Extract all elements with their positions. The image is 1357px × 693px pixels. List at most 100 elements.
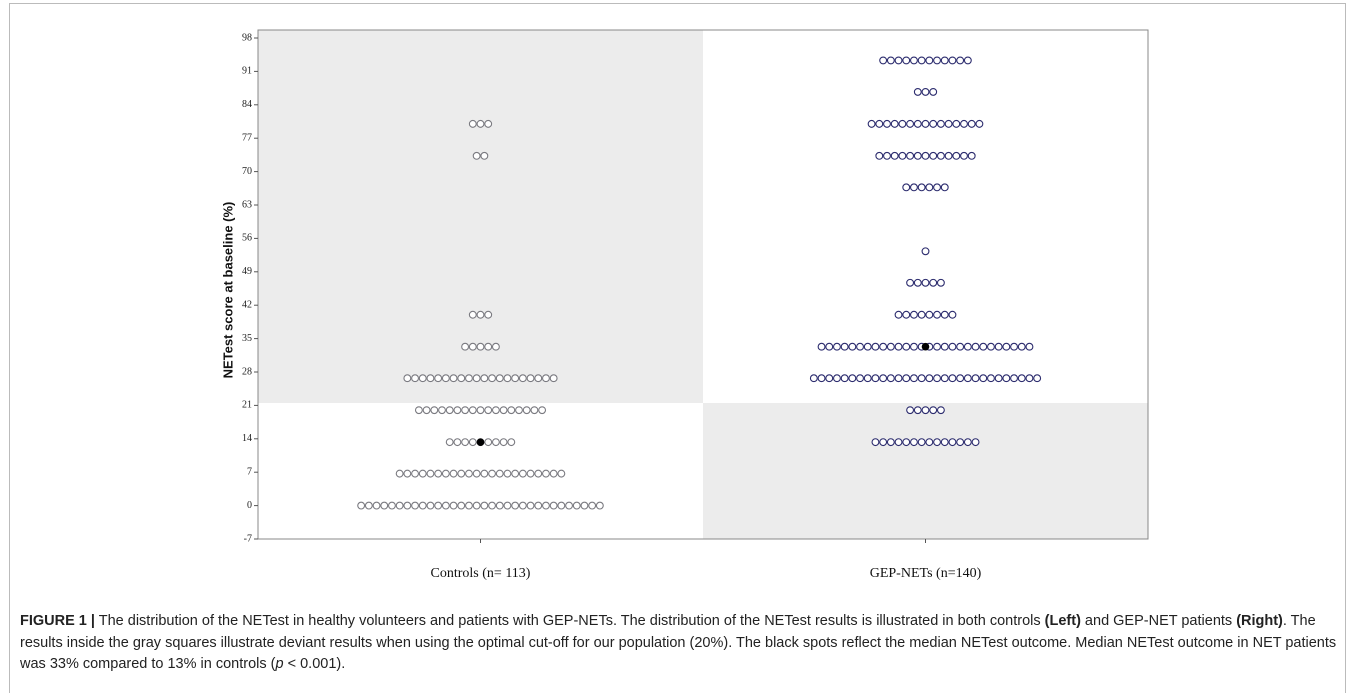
dot bbox=[461, 438, 470, 447]
dot bbox=[963, 342, 972, 351]
dot bbox=[422, 406, 431, 415]
dot bbox=[886, 374, 895, 383]
dot bbox=[457, 501, 466, 510]
dot bbox=[549, 501, 558, 510]
dot bbox=[403, 374, 412, 383]
dot bbox=[461, 342, 470, 351]
dot bbox=[940, 56, 949, 65]
dot bbox=[948, 374, 957, 383]
dot bbox=[411, 374, 419, 383]
dot bbox=[403, 469, 412, 478]
dot bbox=[380, 501, 389, 510]
dot bbox=[572, 501, 581, 510]
dot bbox=[511, 374, 520, 383]
dot bbox=[557, 469, 566, 478]
dot bbox=[867, 119, 876, 128]
dot bbox=[488, 469, 496, 478]
dot bbox=[441, 501, 450, 510]
plot-frame bbox=[257, 29, 1149, 540]
dot bbox=[484, 342, 493, 351]
dot bbox=[472, 151, 481, 160]
dot bbox=[541, 469, 550, 478]
caption-text: p bbox=[275, 656, 284, 672]
caption-text: FIGURE 1 | bbox=[20, 613, 95, 629]
dot bbox=[971, 342, 980, 351]
dot bbox=[848, 374, 857, 383]
dot bbox=[913, 119, 922, 128]
dot bbox=[480, 374, 489, 383]
dot bbox=[364, 501, 373, 510]
dot bbox=[956, 56, 965, 65]
dot bbox=[491, 342, 500, 351]
shaded-region bbox=[703, 403, 1148, 539]
dot bbox=[395, 501, 404, 510]
dot bbox=[948, 56, 957, 65]
dot bbox=[357, 501, 366, 510]
dot bbox=[468, 406, 477, 415]
dot bbox=[913, 151, 922, 160]
dot bbox=[840, 374, 849, 383]
dot bbox=[913, 278, 922, 287]
y-tick-label: 35 bbox=[242, 333, 252, 344]
dot bbox=[929, 151, 938, 160]
dot bbox=[484, 438, 493, 447]
dot bbox=[1010, 342, 1018, 351]
median-dot bbox=[921, 342, 930, 351]
dot bbox=[886, 438, 895, 447]
y-tick-label: 77 bbox=[242, 132, 252, 143]
dot bbox=[588, 501, 597, 510]
dot bbox=[898, 151, 907, 160]
dot bbox=[503, 374, 512, 383]
dot bbox=[883, 119, 891, 128]
dot bbox=[863, 374, 872, 383]
dot bbox=[879, 56, 888, 65]
caption-text: (Right) bbox=[1236, 613, 1283, 629]
dot bbox=[944, 119, 953, 128]
y-tick-label: 42 bbox=[242, 299, 252, 310]
dot bbox=[921, 119, 930, 128]
dot bbox=[890, 151, 899, 160]
dot bbox=[956, 438, 965, 447]
dot bbox=[963, 374, 972, 383]
dot bbox=[480, 501, 489, 510]
dot bbox=[917, 183, 926, 192]
dot bbox=[879, 342, 888, 351]
dot bbox=[917, 56, 926, 65]
y-tick-label: 14 bbox=[242, 433, 252, 444]
dot bbox=[906, 119, 915, 128]
y-tick-label: 56 bbox=[242, 233, 252, 244]
dot bbox=[453, 406, 462, 415]
dot bbox=[595, 501, 604, 510]
dot bbox=[472, 469, 481, 478]
dot bbox=[921, 247, 930, 256]
dot bbox=[1017, 342, 1026, 351]
dot bbox=[994, 374, 1003, 383]
caption: FIGURE 1 | The distribution of the NETes… bbox=[20, 611, 1342, 676]
y-tick-label: 91 bbox=[242, 66, 252, 77]
dot bbox=[967, 151, 976, 160]
dot bbox=[909, 374, 918, 383]
dot bbox=[515, 406, 523, 415]
dot bbox=[894, 374, 903, 383]
dot bbox=[461, 406, 470, 415]
dot bbox=[526, 501, 535, 510]
dot bbox=[948, 310, 957, 319]
caption-text: (Left) bbox=[1044, 613, 1081, 629]
dot bbox=[453, 438, 462, 447]
dot bbox=[468, 438, 477, 447]
dot bbox=[465, 469, 473, 478]
dot bbox=[909, 438, 918, 447]
dot bbox=[906, 278, 915, 287]
dot bbox=[933, 56, 941, 65]
dot bbox=[414, 406, 423, 415]
dot bbox=[549, 374, 558, 383]
dot bbox=[445, 406, 454, 415]
dot bbox=[940, 183, 949, 192]
dot bbox=[902, 438, 911, 447]
dot bbox=[1033, 374, 1042, 383]
dot bbox=[411, 469, 419, 478]
dot bbox=[468, 119, 477, 128]
x-tick-label: GEP-NETs (n=140) bbox=[870, 566, 982, 581]
y-tick-label: 21 bbox=[242, 400, 252, 411]
dot bbox=[948, 438, 957, 447]
